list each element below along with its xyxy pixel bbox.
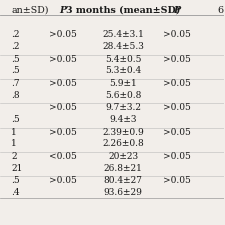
Text: >0.05: >0.05	[49, 79, 77, 88]
Text: >0.05: >0.05	[49, 176, 77, 185]
Text: >0.05: >0.05	[163, 79, 191, 88]
Text: 20±23: 20±23	[108, 152, 138, 161]
Text: 6: 6	[217, 6, 223, 15]
Text: .5: .5	[11, 66, 20, 75]
Text: 5.6±0.8: 5.6±0.8	[105, 91, 142, 100]
Text: 3 months (mean±SD): 3 months (mean±SD)	[66, 6, 180, 15]
Text: P: P	[59, 6, 66, 15]
Text: .2: .2	[11, 30, 20, 39]
Text: 28.4±5.3: 28.4±5.3	[102, 42, 144, 51]
Text: 2: 2	[11, 152, 17, 161]
Text: 1: 1	[11, 128, 17, 137]
Text: P: P	[173, 6, 181, 15]
Text: 5.9±1: 5.9±1	[109, 79, 137, 88]
Text: .4: .4	[11, 188, 20, 197]
Text: 21: 21	[11, 164, 22, 173]
Text: .5: .5	[11, 115, 20, 124]
Text: 2.26±0.8: 2.26±0.8	[102, 139, 144, 148]
Text: .2: .2	[11, 42, 20, 51]
Text: >0.05: >0.05	[49, 103, 77, 112]
Text: 5.3±0.4: 5.3±0.4	[105, 66, 141, 75]
Text: 80.4±27: 80.4±27	[104, 176, 143, 185]
Text: 93.6±29: 93.6±29	[104, 188, 143, 197]
Text: 1: 1	[11, 139, 17, 148]
Text: 2.39±0.9: 2.39±0.9	[102, 128, 144, 137]
Text: 9.7±3.2: 9.7±3.2	[105, 103, 141, 112]
Text: an±SD): an±SD)	[11, 6, 49, 15]
Text: >0.05: >0.05	[49, 55, 77, 64]
Text: .7: .7	[11, 79, 20, 88]
Text: >0.05: >0.05	[163, 30, 191, 39]
Text: >0.05: >0.05	[49, 128, 77, 137]
Text: 26.8±21: 26.8±21	[104, 164, 143, 173]
Text: >0.05: >0.05	[163, 128, 191, 137]
Text: .5: .5	[11, 55, 20, 64]
Text: >0.05: >0.05	[163, 176, 191, 185]
Text: >0.05: >0.05	[163, 55, 191, 64]
Text: >0.05: >0.05	[163, 152, 191, 161]
Text: >0.05: >0.05	[163, 103, 191, 112]
Text: 9.4±3: 9.4±3	[110, 115, 137, 124]
Text: .8: .8	[11, 91, 20, 100]
Text: 25.4±3.1: 25.4±3.1	[102, 30, 144, 39]
Text: >0.05: >0.05	[49, 30, 77, 39]
Text: .5: .5	[11, 176, 20, 185]
Text: <0.05: <0.05	[49, 152, 77, 161]
Text: 5.4±0.5: 5.4±0.5	[105, 55, 142, 64]
